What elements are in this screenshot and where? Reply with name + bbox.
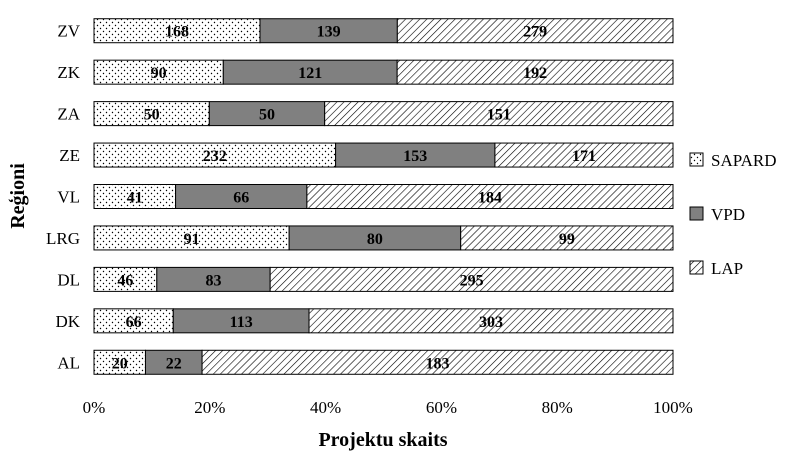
data-label: 90 xyxy=(151,65,167,82)
data-label-bg xyxy=(422,353,454,372)
data-label-bg xyxy=(225,311,257,330)
data-label-bg xyxy=(114,270,137,289)
data-label-bg xyxy=(363,228,386,247)
legend-swatch-lap xyxy=(689,260,704,275)
data-label-bg xyxy=(475,311,507,330)
x-tick-label: 0% xyxy=(83,398,106,417)
legend-label: SAPARD xyxy=(711,151,777,170)
x-tick-label: 40% xyxy=(310,398,341,417)
y-axis-title: Reģioni xyxy=(7,163,29,229)
x-tick-label: 20% xyxy=(194,398,225,417)
data-label: 153 xyxy=(403,148,427,165)
data-label: 22 xyxy=(166,355,182,372)
legend-label: VPD xyxy=(711,205,745,224)
data-label: 41 xyxy=(127,190,143,207)
data-label: 171 xyxy=(572,148,596,165)
data-label: 20 xyxy=(112,355,128,372)
data-label: 184 xyxy=(478,190,502,207)
category-label: AL xyxy=(57,353,80,372)
x-tick-label: 60% xyxy=(426,398,457,417)
data-label-bg xyxy=(568,146,600,165)
x-axis-ticks: 0% 20% 40% 60% 80% 100% xyxy=(83,398,693,417)
y-axis-categories: ZV ZK ZA ZE VL LRG DL DK AL xyxy=(46,22,81,373)
data-label: 113 xyxy=(230,314,253,331)
data-label-bg xyxy=(294,63,326,82)
data-label-bg xyxy=(230,187,253,206)
category-label: ZV xyxy=(57,22,80,41)
data-label-bg xyxy=(474,187,506,206)
x-axis-title: Projektu skaits xyxy=(318,429,447,451)
category-label: DL xyxy=(57,270,80,289)
data-label-bg xyxy=(313,21,345,40)
data-label-bg xyxy=(555,228,578,247)
data-label-bg xyxy=(256,104,279,123)
category-label: ZK xyxy=(57,63,80,82)
category-label: DK xyxy=(55,312,80,331)
data-label-bg xyxy=(108,353,131,372)
legend: SAPARD VPD LAP xyxy=(689,151,777,278)
data-label: 99 xyxy=(559,231,575,248)
data-label: 121 xyxy=(298,65,322,82)
data-label: 168 xyxy=(165,24,189,41)
data-label-bg xyxy=(519,21,551,40)
data-label-bg xyxy=(122,311,145,330)
data-label: 192 xyxy=(523,65,547,82)
data-label-bg xyxy=(180,228,203,247)
data-label: 295 xyxy=(460,272,484,289)
x-tick-label: 100% xyxy=(653,398,693,417)
data-label: 91 xyxy=(184,231,200,248)
data-label-bg xyxy=(399,146,431,165)
data-label: 279 xyxy=(523,24,547,41)
data-label: 50 xyxy=(259,107,275,124)
data-label-bg xyxy=(140,104,163,123)
data-label-bg xyxy=(162,353,185,372)
x-tick-label: 80% xyxy=(542,398,573,417)
legend-swatch-sapard xyxy=(689,152,704,167)
data-label: 66 xyxy=(233,190,249,207)
data-label: 66 xyxy=(126,314,142,331)
data-label: 183 xyxy=(426,355,450,372)
data-label-bg xyxy=(483,104,515,123)
category-label: ZE xyxy=(59,146,80,165)
data-label-bg xyxy=(456,270,488,289)
data-label: 303 xyxy=(479,314,503,331)
bars xyxy=(93,18,674,375)
data-label: 50 xyxy=(144,107,160,124)
data-labels: 168 139 279 90 121 192 50 50 151 232 153 171 41 66 184… xyxy=(108,21,600,372)
category-label: ZA xyxy=(57,105,80,124)
data-label-bg xyxy=(199,146,231,165)
data-label: 232 xyxy=(203,148,227,165)
data-label: 83 xyxy=(205,272,221,289)
data-label-bg xyxy=(519,63,551,82)
data-label: 139 xyxy=(317,24,341,41)
data-label: 151 xyxy=(487,107,511,124)
data-label-bg xyxy=(123,187,146,206)
data-label-bg xyxy=(161,21,193,40)
data-label-bg xyxy=(147,63,170,82)
data-label-bg xyxy=(202,270,225,289)
legend-label: LAP xyxy=(711,259,743,278)
legend-swatch-vpd xyxy=(689,206,704,221)
data-label: 80 xyxy=(367,231,383,248)
category-label: VL xyxy=(57,188,80,207)
data-label: 46 xyxy=(117,272,133,289)
category-label: LRG xyxy=(46,229,80,248)
